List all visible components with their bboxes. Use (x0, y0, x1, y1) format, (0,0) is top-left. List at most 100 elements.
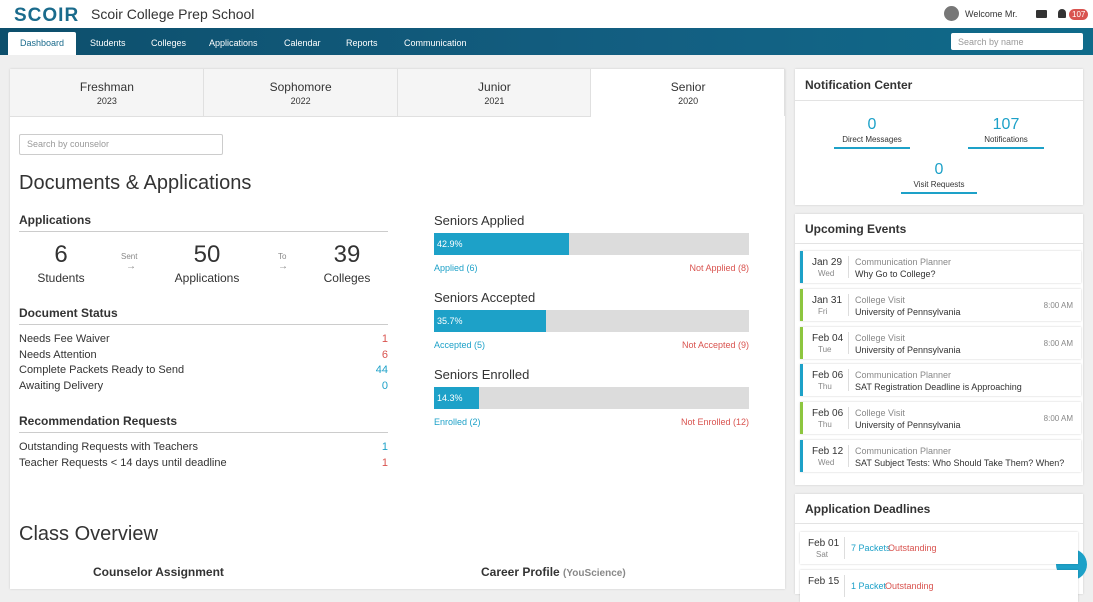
event-title[interactable]: Why Go to College? (855, 269, 936, 279)
deadline-day[interactable]: Sat (816, 550, 829, 559)
search-box[interactable] (951, 33, 1083, 50)
messages-icon[interactable] (1036, 10, 1047, 18)
event-title[interactable]: University of Pennsylvania (855, 306, 961, 317)
event-type[interactable]: Communication Planner (855, 446, 952, 456)
deadline-date[interactable]: Feb 15 (808, 576, 840, 587)
year-value[interactable]: 2020 (678, 96, 699, 106)
event-divider (848, 369, 849, 392)
notification-count[interactable]: 107 (992, 116, 1020, 133)
progress-yes[interactable]: Accepted (5) (434, 340, 486, 350)
deadline-item[interactable] (800, 532, 1078, 564)
event-title[interactable]: SAT Registration Deadline is Approaching (855, 382, 1022, 393)
deadline-status[interactable]: Outstanding (885, 581, 934, 591)
event-item[interactable] (800, 440, 1081, 472)
event-time[interactable]: 8:00 AM (1043, 414, 1073, 424)
notification-label[interactable]: Visit Requests (913, 180, 965, 189)
row-value[interactable]: 1 (381, 441, 388, 453)
event-date[interactable]: Feb 06 (812, 370, 844, 382)
event-day[interactable]: Tue (818, 344, 832, 354)
event-item[interactable] (800, 288, 1081, 321)
event-day[interactable]: Fri (818, 306, 828, 316)
progress-no[interactable]: Not Accepted (9) (681, 340, 749, 350)
event-date[interactable]: Feb 12 (812, 446, 844, 457)
event-item[interactable] (800, 402, 1081, 435)
deadline-count[interactable]: 1 Packet (851, 581, 887, 591)
nav-tab[interactable]: Applications (209, 38, 258, 48)
deadline-status[interactable]: Outstanding (888, 543, 937, 553)
row-value[interactable]: 6 (381, 348, 388, 361)
row-label: Needs Attention (19, 348, 97, 361)
event-divider (848, 445, 849, 467)
year-value[interactable]: 2023 (96, 96, 117, 106)
event-title[interactable]: SAT Subject Tests: Who Should Take Them?… (855, 458, 1065, 468)
event-type[interactable]: Communication Planner (855, 370, 952, 381)
bell-icon[interactable] (1058, 9, 1066, 18)
counselor-search[interactable] (19, 134, 223, 155)
nav-tab[interactable]: Reports (346, 38, 378, 48)
event-type[interactable]: College Visit (855, 332, 905, 343)
class-overview-title: Class Overview (19, 523, 158, 545)
event-type[interactable]: College Visit (855, 408, 905, 419)
event-time[interactable]: 8:00 AM (1043, 338, 1073, 348)
year-name[interactable]: Senior (670, 80, 706, 94)
progress-track (434, 387, 749, 409)
row-label: Complete Packets Ready to Send (19, 364, 185, 377)
nav-tab[interactable]: Dashboard (8, 32, 77, 55)
nav-tab[interactable]: Students (90, 38, 126, 48)
progress-bar (434, 387, 480, 409)
deadline-item[interactable] (800, 570, 1078, 602)
year-value[interactable]: 2021 (484, 96, 505, 106)
year-tab[interactable] (397, 69, 592, 117)
row-value[interactable]: 0 (381, 380, 388, 393)
year-value[interactable]: 2022 (290, 96, 311, 106)
user-menu[interactable]: Welcome Mr. (965, 9, 1018, 19)
logo[interactable]: SCOIR (14, 5, 80, 26)
progress-yes[interactable]: Applied (6) (434, 263, 478, 273)
nav-tab[interactable]: Communication (404, 38, 467, 48)
progress-no[interactable]: Not Enrolled (12) (680, 417, 749, 427)
event-day[interactable]: Wed (818, 458, 835, 467)
notification-label[interactable]: Notifications (984, 135, 1028, 144)
event-type[interactable]: College Visit (855, 294, 905, 305)
notification-label[interactable]: Direct Messages (842, 135, 902, 144)
notification-count[interactable]: 0 (867, 116, 877, 133)
progress-yes[interactable]: Enrolled (2) (434, 417, 481, 427)
progress-no[interactable]: Not Applied (8) (689, 263, 749, 273)
event-title[interactable]: University of Pennsylvania (855, 344, 961, 355)
event-item[interactable] (800, 326, 1081, 359)
year-tab[interactable] (10, 69, 204, 117)
recommendations-heading: Recommendation Requests (19, 414, 178, 428)
event-item[interactable] (800, 364, 1081, 397)
row-value[interactable]: 44 (375, 364, 388, 377)
nav-tab[interactable]: Colleges (151, 38, 187, 48)
event-title[interactable]: University of Pennsylvania (855, 420, 961, 431)
search-placeholder[interactable]: Search by name (958, 37, 1024, 47)
year-name[interactable]: Sophomore (269, 80, 332, 94)
year-tab[interactable] (203, 69, 398, 117)
deadline-count[interactable]: 7 Packets (851, 543, 891, 553)
event-time[interactable]: 8:00 AM (1043, 300, 1073, 310)
row-value[interactable]: 1 (381, 456, 388, 469)
event-date[interactable]: Feb 04 (812, 332, 844, 344)
stat-label: Applications (174, 271, 240, 285)
event-item[interactable] (800, 251, 1081, 283)
progress-label: 42.9% (437, 239, 463, 249)
event-type[interactable]: Communication Planner (855, 257, 952, 267)
event-day[interactable]: Thu (818, 382, 832, 392)
event-day[interactable]: Thu (818, 420, 832, 430)
event-date[interactable]: Jan 31 (812, 294, 843, 306)
event-date[interactable]: Feb 06 (812, 408, 844, 420)
year-name[interactable]: Freshman (79, 80, 134, 94)
nav-tab[interactable]: Calendar (284, 38, 321, 48)
year-tab[interactable] (591, 69, 785, 116)
avatar[interactable] (944, 6, 959, 21)
counselor-search-placeholder[interactable]: Search by counselor (27, 139, 110, 149)
row-value[interactable]: 1 (381, 333, 388, 345)
deadline-date[interactable]: Feb 01 (808, 538, 840, 549)
progress-label: 35.7% (437, 316, 463, 326)
year-name[interactable]: Junior (478, 80, 511, 94)
event-date[interactable]: Jan 29 (812, 257, 843, 268)
progress-title: Seniors Enrolled (434, 367, 530, 382)
notification-count[interactable]: 0 (934, 161, 944, 178)
event-day[interactable]: Wed (818, 269, 835, 278)
